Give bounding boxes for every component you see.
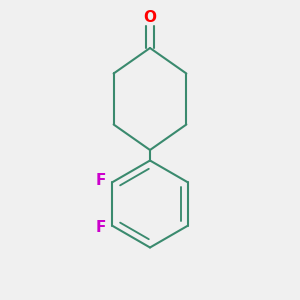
Text: O: O: [143, 10, 157, 25]
Text: F: F: [96, 173, 106, 188]
Text: F: F: [96, 220, 106, 235]
